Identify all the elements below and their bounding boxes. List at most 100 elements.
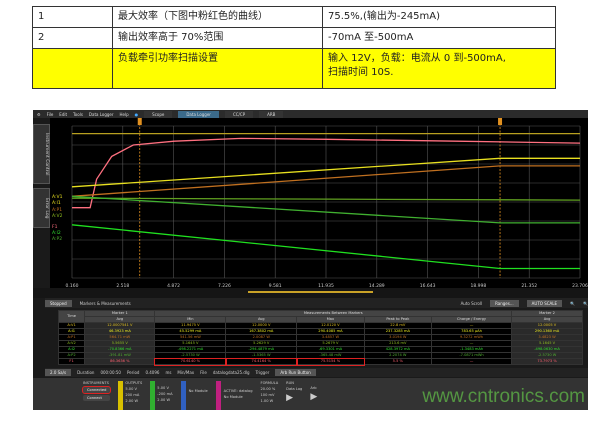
x-tick-label: 14.289 (369, 283, 385, 289)
ch3-no-module: No Module (188, 389, 208, 393)
x-tick-label: 11.935 (318, 283, 334, 289)
trigger-select[interactable]: Arb Run Button (275, 369, 316, 376)
cell-item: 输出效率高于 70%范围 (112, 27, 323, 49)
table-row: 负载牵引功率扫描设置 输入 12V，负载：电流从 0 到-500mA, 扫描时间 1… (32, 48, 556, 89)
markers-label[interactable]: Markers & Measurements (79, 300, 131, 306)
marker-handle (498, 118, 503, 125)
cell-value: -70mA 至-500mA (322, 27, 556, 49)
instruments-label: INSTRUMENTS (83, 381, 109, 385)
ch4-no-module: No Module (223, 395, 243, 399)
x-tick-label: 4.872 (167, 283, 180, 289)
x-tick-label: 2.518 (116, 283, 129, 289)
duration-input[interactable]: 000:00:50 (100, 370, 121, 375)
datalog-run-button[interactable]: Data Log (286, 387, 303, 391)
measure-cell: 70.6140 % (153, 357, 227, 366)
series-line (71, 197, 581, 201)
play-icon[interactable]: ▶ (310, 392, 318, 402)
measure-toolbar: Stopped Markers & Measurements Auto Scro… (45, 298, 588, 308)
tab-cccp[interactable]: CC/CP (224, 110, 254, 118)
x-tick-label: 16.643 (420, 283, 436, 289)
series-line (71, 224, 580, 270)
auto-scroll-checkbox[interactable]: Auto Scroll (460, 300, 483, 306)
instrument-b-connect[interactable]: Connect (83, 395, 111, 401)
gear-icon[interactable]: ⚙ (37, 111, 41, 117)
app-screenshot: ⚙ File Edit Tools Data Logger Help ● Sco… (33, 110, 588, 410)
status-badge: Stopped (45, 299, 72, 307)
instrument-a-connected[interactable]: Connected (81, 386, 112, 394)
scroll-thumb[interactable] (248, 291, 373, 293)
row-label: F1 (57, 358, 86, 365)
active-label: ACTIVE: datalog (223, 389, 253, 393)
channel-label: A:P2 (52, 236, 62, 242)
x-tick-label: 18.998 (471, 283, 487, 289)
zoom-out-icon[interactable]: 🔍 (583, 300, 588, 306)
ranges-button[interactable]: Ranges... (490, 299, 519, 307)
channel-label: A:I1 (52, 200, 61, 206)
ch2-current[interactable]: -200 mA (157, 392, 173, 396)
play-icon[interactable]: ▶ (286, 393, 294, 403)
cell-value: 75.5%,(输出为-245mA) (322, 6, 556, 28)
menu-data-logger[interactable]: Data Logger (88, 111, 114, 117)
measure-cell: 86.3636 % (84, 358, 156, 365)
x-tick-label: 0.160 (66, 283, 79, 289)
watermark: www.cntronics.com (422, 386, 585, 407)
value-line: 扫描时间 10S. (328, 67, 394, 78)
time-scrollbar[interactable] (33, 288, 588, 298)
ch1-voltage[interactable]: 5.00 V (125, 387, 137, 391)
marker-handle (137, 118, 142, 125)
channel-label: A:P1 (52, 207, 62, 213)
measure-cell: 74.4164 % (224, 357, 298, 366)
cell-no: 1 (32, 6, 113, 28)
ch2-power[interactable]: 2.00 W (157, 398, 170, 402)
rate-select[interactable]: 2.0 Sa/s (45, 369, 72, 376)
data-logger-plot[interactable]: 0.160 2.518 4.872 7.226 9.581 11.935 14.289 16.… (50, 118, 588, 296)
tab-data-logger[interactable]: Data Logger (178, 110, 219, 118)
duration-label: Duration (77, 370, 95, 375)
tab-arb[interactable]: ARB (259, 110, 284, 118)
tab-scope[interactable]: Scope (144, 110, 173, 118)
info-icon[interactable]: ● (134, 111, 139, 117)
measure-cell: — (431, 358, 513, 365)
formula-f3[interactable]: 1.00 W (260, 399, 274, 403)
ch1-current[interactable]: 200 mA (125, 393, 140, 397)
channel-label: A:V1 (52, 194, 63, 200)
formula-f2[interactable]: 100 mV (260, 393, 275, 397)
series-line (71, 195, 580, 224)
menu-help[interactable]: Help (119, 111, 129, 117)
measure-cell: 75.5154 % (295, 357, 366, 366)
table-row: 2 输出效率高于 70%范围 -70mA 至-500mA (32, 27, 556, 49)
file-label: File (200, 370, 207, 375)
menu-tools[interactable]: Tools (73, 111, 83, 117)
ch2-voltage[interactable]: 5.00 V (157, 386, 169, 390)
menu-file[interactable]: File (46, 111, 54, 117)
series-line (72, 137, 581, 209)
run-label: RUN (286, 381, 294, 385)
formula-f1[interactable]: 20.00 % (260, 387, 276, 391)
period-input[interactable]: 0.4096 (145, 370, 160, 375)
table-row: F1 86.3636 % 70.6140 % 74.4164 % 75.5154 % 5.… (57, 357, 583, 366)
x-tick-label: 21.352 (521, 283, 537, 289)
side-tab-error-log[interactable]: Error Log (33, 188, 50, 228)
x-tick-label: 9.581 (269, 283, 282, 289)
series-line (71, 157, 580, 188)
auto-scale-button[interactable]: AUTO SCALE (526, 299, 563, 307)
settings-row: 2.0 Sa/s Duration 000:00:50 Period 0.409… (45, 368, 588, 377)
series-line (71, 165, 580, 197)
menu-bar: ⚙ File Edit Tools Data Logger Help ● Sco… (33, 110, 588, 118)
arb-run-label: Arb (310, 386, 317, 390)
cell-item: 最大效率（下图中粉红色的曲线） (112, 6, 323, 28)
measure-cell: 73.7973 % (511, 358, 583, 365)
menu-edit[interactable]: Edit (59, 111, 68, 117)
measure-cell: 5.5 % (363, 358, 433, 365)
formula-label: FORMULA (260, 381, 279, 385)
minmax-checkbox[interactable]: Min/Max (177, 370, 195, 375)
side-tab-instrument-control[interactable]: Instrument Control (33, 124, 50, 184)
outputs-label: OUTPUTS (125, 381, 143, 385)
channel-label: A:V2 (52, 213, 63, 219)
zoom-in-icon[interactable]: 🔍 (570, 300, 576, 306)
channel-label: F1 (52, 224, 58, 230)
ch1-power[interactable]: 2.00 W (125, 399, 139, 403)
channel-label: A:I2 (52, 230, 61, 236)
table-row: A:V1 12.0007541 V 11.9475 V 12.0000 V 12.012… (57, 322, 583, 329)
file-input[interactable]: datalogdata25.dlg (212, 370, 250, 375)
